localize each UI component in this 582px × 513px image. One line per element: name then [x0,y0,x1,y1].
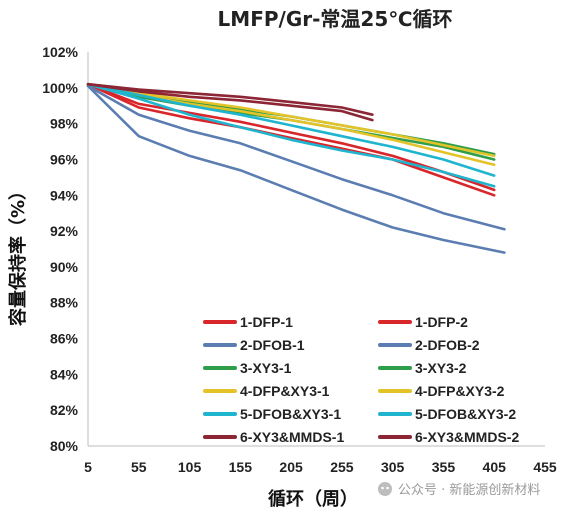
x-tick-label: 155 [229,459,253,475]
y-tick-label: 88% [50,295,79,311]
y-tick-label: 98% [50,116,79,132]
y-tick-label: 84% [50,366,79,382]
series-lines [86,82,506,254]
x-tick-label: 105 [178,459,202,475]
x-tick-label: 355 [432,459,456,475]
plot-area: 80% 82% 84% 86% 88% 90% 92% 94% 96% 98% 100% 102% 5… [42,44,557,475]
y-tick-label: 86% [50,331,79,347]
y-tick-label: 102% [42,44,78,60]
series-line-10 [86,82,496,177]
x-tick-label: 455 [533,459,557,475]
x-tick-label: 305 [381,459,405,475]
legend-label: 3-XY3-2 [415,360,467,376]
legend: 1-DFP-1 1-DFP-2 2-DFOB-1 2-DFOB-2 3-XY3-1 3-X… [203,314,519,445]
chart-title: LMFP/Gr-常温25℃循环 [218,7,453,31]
y-tick-label: 90% [50,259,79,275]
series-line-12 [86,82,374,122]
legend-label: 5-DFOB&XY3-2 [415,406,516,422]
wechat-icon-eye-left [381,486,384,490]
series-line-11 [86,82,374,116]
legend-label: 2-DFOB-2 [415,337,480,353]
series-line-4 [86,84,506,231]
series-line-7 [86,82,496,158]
x-tick-label: 55 [131,459,147,475]
legend-label: 1-DFP-1 [240,314,293,330]
series-line-3 [86,84,506,254]
legend-label: 5-DFOB&XY3-1 [240,406,341,422]
x-tick-label: 5 [84,459,92,475]
legend-label: 4-DFP&XY3-1 [240,383,330,399]
y-tick-label: 92% [50,223,79,239]
y-tick-label: 100% [42,80,78,96]
x-tick-label: 405 [483,459,507,475]
y-tick-label: 96% [50,151,79,167]
x-tick-label: 255 [330,459,354,475]
watermark-text: 公众号 · 新能源创新材料 [398,482,540,498]
y-tick-label: 82% [50,402,79,418]
legend-label: 4-DFP&XY3-2 [415,383,505,399]
watermark: 公众号 · 新能源创新材料 [378,482,540,498]
y-tick-label: 94% [50,187,79,203]
legend-label: 3-XY3-1 [240,360,292,376]
legend-label: 6-XY3&MMDS-1 [240,429,344,445]
legend-label: 1-DFP-2 [415,314,468,330]
series-line-1 [86,82,496,197]
y-tick-label: 80% [50,438,79,454]
y-tick-labels: 80% 82% 84% 86% 88% 90% 92% 94% 96% 98% 100% 102% [42,44,78,454]
x-tick-label: 205 [279,459,303,475]
series-line-9 [86,82,496,188]
wechat-icon [378,482,392,496]
y-axis-title: 容量保持率（%） [7,182,29,326]
wechat-icon-eye-right [386,486,389,490]
x-tick-labels: 5 55 105 155 205 255 305 355 405 455 [84,459,557,475]
legend-label: 2-DFOB-1 [240,337,305,353]
legend-label: 6-XY3&MMDS-2 [415,429,519,445]
x-axis-title: 循环（周） [268,488,358,510]
